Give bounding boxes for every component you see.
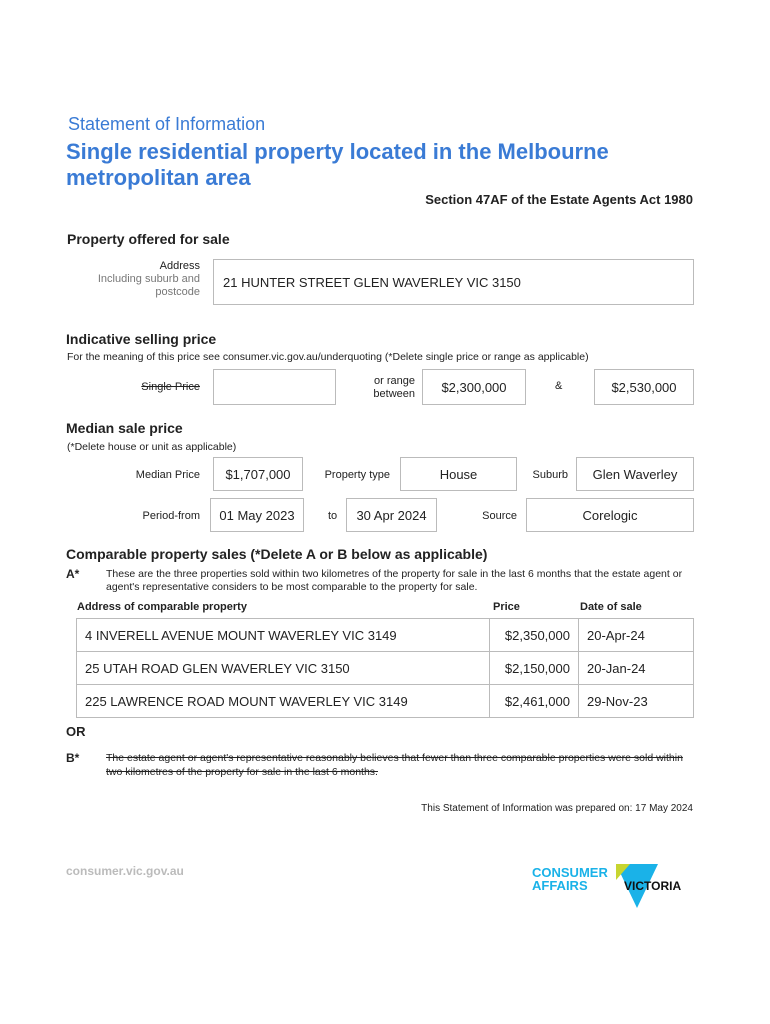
cell-price: $2,350,000 bbox=[489, 618, 579, 652]
median-note: (*Delete house or unit as applicable) bbox=[67, 441, 237, 453]
single-price-field[interactable] bbox=[213, 369, 336, 405]
property-heading: Property offered for sale bbox=[67, 231, 230, 247]
act-reference: Section 47AF of the Estate Agents Act 19… bbox=[425, 192, 693, 207]
address-label: Address Including suburb and postcode bbox=[97, 260, 200, 298]
page-title: Single residential property located in t… bbox=[66, 139, 609, 190]
single-price-label: Single Price bbox=[141, 381, 200, 393]
median-price-label: Median Price bbox=[135, 469, 200, 481]
col-address: Address of comparable property bbox=[77, 601, 247, 613]
source-field[interactable]: Corelogic bbox=[526, 498, 694, 532]
suburb-label: Suburb bbox=[532, 469, 568, 481]
option-b-label: B* bbox=[66, 751, 80, 765]
cell-date: 20-Jan-24 bbox=[578, 651, 694, 685]
option-a-text: These are the three properties sold with… bbox=[106, 568, 683, 593]
col-date: Date of sale bbox=[580, 601, 642, 613]
range-ampersand: & bbox=[555, 380, 563, 392]
range-low-field[interactable]: $2,300,000 bbox=[422, 369, 526, 405]
prepared-date: This Statement of Information was prepar… bbox=[421, 803, 693, 814]
cell-date: 29-Nov-23 bbox=[578, 684, 694, 718]
to-label: to bbox=[328, 510, 338, 522]
or-label: OR bbox=[66, 724, 86, 739]
indicative-note: For the meaning of this price see consum… bbox=[67, 351, 589, 363]
table-row: 4 INVERELL AVENUE MOUNT WAVERLEY VIC 314… bbox=[76, 618, 694, 652]
range-high-field[interactable]: $2,530,000 bbox=[594, 369, 694, 405]
cell-address: 4 INVERELL AVENUE MOUNT WAVERLEY VIC 314… bbox=[76, 618, 490, 652]
comparable-heading: Comparable property sales (*Delete A or … bbox=[66, 546, 488, 562]
consumer-affairs-victoria-logo: CONSUMER AFFAIRS VICTORIA bbox=[532, 862, 702, 912]
cell-price: $2,150,000 bbox=[489, 651, 579, 685]
table-row: 225 LAWRENCE ROAD MOUNT WAVERLEY VIC 314… bbox=[76, 684, 694, 718]
cell-address: 25 UTAH ROAD GLEN WAVERLEY VIC 3150 bbox=[76, 651, 490, 685]
median-heading: Median sale price bbox=[66, 420, 183, 436]
period-to-field[interactable]: 30 Apr 2024 bbox=[346, 498, 437, 532]
col-price: Price bbox=[493, 601, 520, 613]
option-a-label: A* bbox=[66, 567, 80, 581]
website-link[interactable]: consumer.vic.gov.au bbox=[66, 864, 184, 878]
range-label: or range between bbox=[373, 375, 415, 400]
cell-date: 20-Apr-24 bbox=[578, 618, 694, 652]
property-type-field[interactable]: House bbox=[400, 457, 517, 491]
median-price-field[interactable]: $1,707,000 bbox=[213, 457, 303, 491]
suburb-field[interactable]: Glen Waverley bbox=[576, 457, 694, 491]
property-type-label: Property type bbox=[324, 469, 390, 481]
option-b-text: The estate agent or agent's representati… bbox=[106, 752, 683, 778]
period-from-label: Period-from bbox=[142, 510, 200, 522]
period-from-field[interactable]: 01 May 2023 bbox=[210, 498, 304, 532]
source-label: Source bbox=[482, 510, 517, 522]
indicative-heading: Indicative selling price bbox=[66, 331, 217, 347]
doc-type: Statement of Information bbox=[68, 114, 266, 134]
address-field[interactable]: 21 HUNTER STREET GLEN WAVERLEY VIC 3150 bbox=[213, 259, 694, 305]
table-row: 25 UTAH ROAD GLEN WAVERLEY VIC 3150 $2,15… bbox=[76, 651, 694, 685]
cell-address: 225 LAWRENCE ROAD MOUNT WAVERLEY VIC 314… bbox=[76, 684, 490, 718]
cell-price: $2,461,000 bbox=[489, 684, 579, 718]
comparable-table: 4 INVERELL AVENUE MOUNT WAVERLEY VIC 314… bbox=[76, 618, 694, 718]
